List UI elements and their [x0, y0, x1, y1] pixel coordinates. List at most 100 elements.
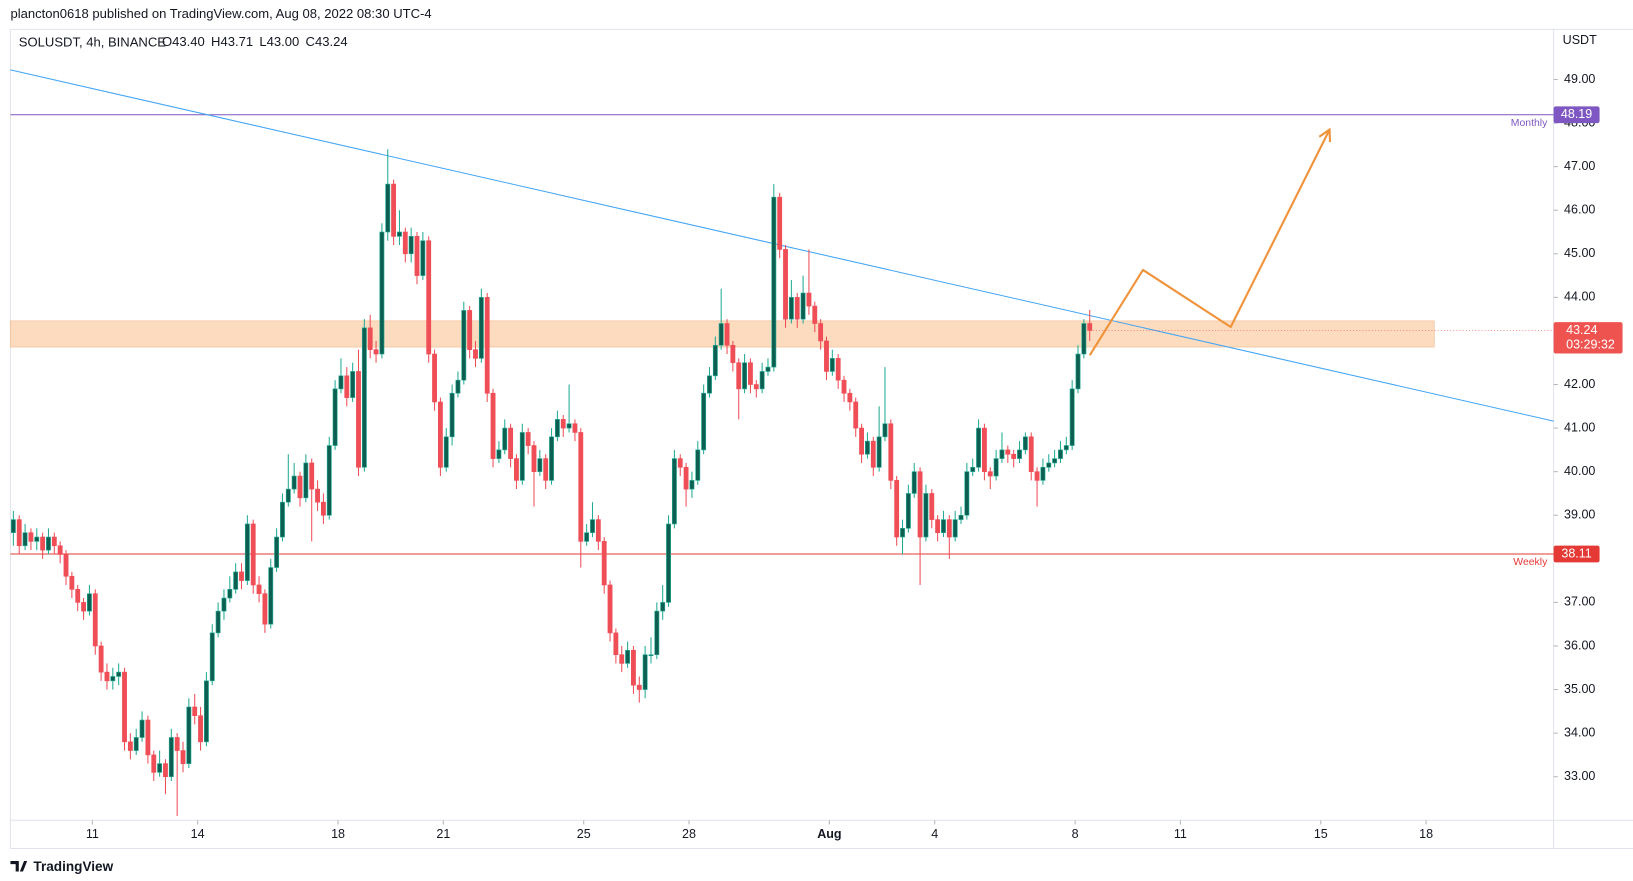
candle-body	[209, 632, 215, 682]
candle-body	[473, 349, 478, 359]
x-tick-label: 25	[577, 827, 591, 841]
candle-body	[911, 471, 917, 494]
x-tick-label: 8	[1072, 827, 1079, 841]
candle-body	[16, 519, 22, 547]
candle-body	[999, 449, 1005, 459]
candle-body	[244, 523, 250, 581]
candle-body	[1075, 353, 1081, 390]
level-price: 38.11	[1561, 546, 1591, 560]
candle-body	[192, 706, 198, 717]
candle-body	[829, 358, 835, 372]
y-tick-label: 49.00	[1564, 72, 1595, 86]
candle-body	[350, 371, 356, 398]
candle-body	[519, 432, 525, 481]
ohlc-value: C43.24	[306, 34, 348, 49]
candle-body	[46, 536, 51, 551]
candle-body	[51, 536, 57, 547]
candle-body	[654, 610, 660, 656]
candle-body	[110, 676, 116, 682]
candle-body	[982, 427, 987, 472]
x-tick-label: 28	[682, 827, 696, 841]
candle-body	[22, 532, 28, 547]
candle-body	[373, 349, 379, 355]
candle-body	[215, 610, 221, 634]
candle-body	[86, 593, 92, 612]
candle-body	[993, 458, 999, 477]
candle-body	[636, 684, 642, 690]
candle-body	[34, 536, 40, 542]
candle-body	[496, 449, 502, 459]
candle-body	[69, 575, 75, 590]
candle-body	[642, 654, 648, 690]
y-tick-label: 36.00	[1564, 638, 1595, 652]
y-tick-label: 34.00	[1564, 725, 1595, 739]
candle-body	[81, 602, 86, 612]
candle-body	[800, 292, 806, 320]
x-tick-label: 18	[331, 827, 345, 841]
candle-body	[221, 597, 227, 612]
candle-body	[905, 493, 911, 529]
candle-body	[467, 310, 473, 350]
candle-body	[256, 584, 262, 594]
candle-body	[695, 449, 701, 481]
candle-body	[151, 754, 157, 773]
header: plancton0618 published on TradingView.co…	[10, 6, 431, 21]
projection-arrowhead	[1318, 127, 1332, 143]
candle-body	[619, 654, 625, 664]
candle-body	[432, 353, 437, 403]
candle-body	[865, 440, 870, 455]
x-tick-label: 11	[1174, 827, 1187, 841]
candle-body	[549, 436, 554, 481]
x-tick-label: 18	[1419, 827, 1433, 841]
candle-body	[946, 519, 952, 538]
candle-body	[426, 240, 432, 355]
countdown: 03:29:32	[1566, 337, 1615, 351]
candle-body	[748, 362, 753, 385]
candle-body	[806, 292, 812, 307]
candle-body	[356, 371, 361, 468]
candle-body	[730, 344, 736, 364]
candle-body	[157, 763, 163, 773]
candle-body	[57, 545, 63, 555]
candle-body	[514, 458, 519, 481]
candle-body	[122, 671, 127, 743]
candle-body	[929, 493, 935, 520]
candle-body	[613, 632, 619, 656]
candle-body	[525, 432, 531, 446]
candle-body	[145, 719, 151, 756]
candle-body	[98, 645, 104, 673]
candle-body	[554, 419, 560, 438]
candle-body	[361, 327, 367, 468]
candle-body	[882, 423, 888, 438]
candle-body	[397, 231, 402, 237]
candle-body	[859, 427, 864, 455]
candle-body	[180, 750, 186, 764]
brand: TradingView	[33, 859, 113, 874]
candle-body	[309, 462, 315, 490]
candle-body	[332, 388, 338, 446]
candle-body	[818, 323, 824, 342]
candle-body	[168, 737, 174, 778]
candle-body	[1058, 449, 1063, 459]
candle-body	[1063, 445, 1069, 451]
candle-body	[595, 519, 601, 542]
candle-body	[490, 392, 496, 459]
candle-body	[625, 650, 631, 664]
candle-body	[1087, 323, 1093, 331]
candle-body	[560, 419, 566, 429]
candle-body	[964, 471, 970, 516]
candle-body	[203, 680, 209, 743]
candle-body	[543, 458, 549, 481]
candle-body	[402, 231, 408, 255]
last-price-box	[1553, 322, 1623, 354]
candle-body	[379, 231, 385, 355]
candle-body	[572, 423, 578, 433]
candle-body	[736, 362, 742, 390]
candle-body	[870, 440, 876, 468]
candle-body	[660, 602, 666, 612]
y-tick-label: 41.00	[1564, 420, 1595, 434]
candle-body	[274, 536, 280, 568]
candle-body	[841, 379, 847, 394]
candle-body	[104, 671, 110, 682]
